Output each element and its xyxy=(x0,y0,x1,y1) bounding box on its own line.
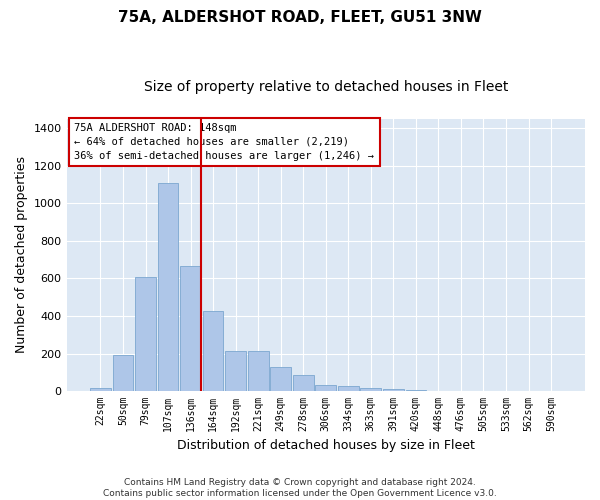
Bar xyxy=(361,388,381,391)
Text: 75A, ALDERSHOT ROAD, FLEET, GU51 3NW: 75A, ALDERSHOT ROAD, FLEET, GU51 3NW xyxy=(118,10,482,25)
Title: Size of property relative to detached houses in Fleet: Size of property relative to detached ho… xyxy=(143,80,508,94)
Y-axis label: Number of detached properties: Number of detached properties xyxy=(15,156,28,354)
Bar xyxy=(293,375,314,391)
X-axis label: Distribution of detached houses by size in Fleet: Distribution of detached houses by size … xyxy=(177,440,475,452)
Text: Contains HM Land Registry data © Crown copyright and database right 2024.
Contai: Contains HM Land Registry data © Crown c… xyxy=(103,478,497,498)
Bar xyxy=(90,388,111,391)
Bar xyxy=(203,311,223,391)
Bar xyxy=(406,390,426,391)
Text: 75A ALDERSHOT ROAD: 148sqm
← 64% of detached houses are smaller (2,219)
36% of s: 75A ALDERSHOT ROAD: 148sqm ← 64% of deta… xyxy=(74,123,374,161)
Bar xyxy=(158,182,178,391)
Bar xyxy=(338,386,359,391)
Bar xyxy=(135,276,156,391)
Bar xyxy=(113,356,133,391)
Bar xyxy=(180,266,201,391)
Bar xyxy=(248,350,269,391)
Bar xyxy=(383,389,404,391)
Bar xyxy=(316,386,336,391)
Bar xyxy=(271,366,291,391)
Bar xyxy=(225,350,246,391)
